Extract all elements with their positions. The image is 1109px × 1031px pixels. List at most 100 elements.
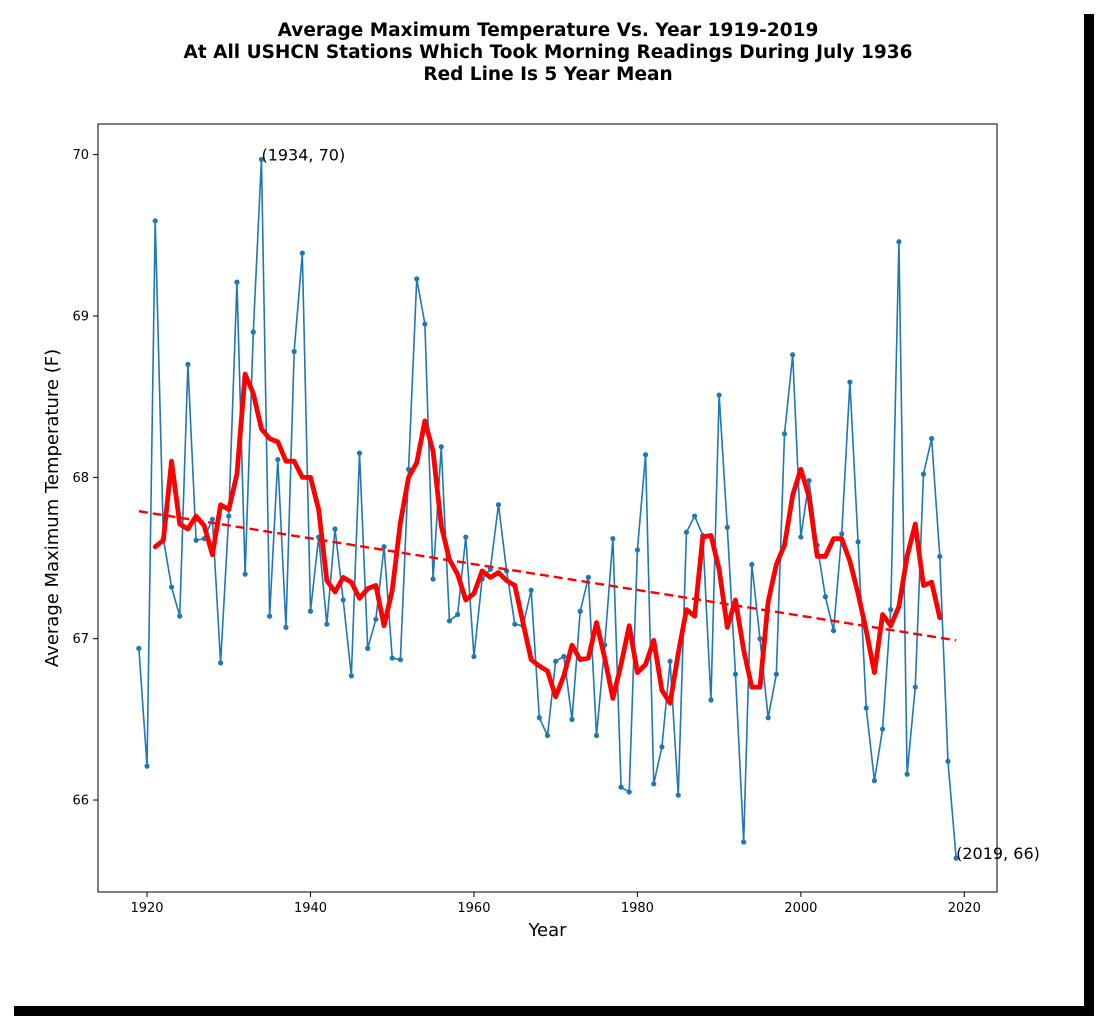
temperature-point xyxy=(397,657,403,663)
chart-title-line-3: Red Line Is 5 Year Mean xyxy=(423,64,673,85)
temperature-point xyxy=(920,471,927,477)
temperature-point xyxy=(250,329,256,335)
y-tick-label: 69 xyxy=(72,310,89,325)
temperature-point xyxy=(177,613,183,619)
temperature-point xyxy=(217,660,224,666)
temperature-point xyxy=(847,379,853,385)
temperature-point xyxy=(577,608,583,614)
x-tick-label: 1940 xyxy=(294,901,327,916)
temperature-point xyxy=(716,392,722,398)
temperature-point xyxy=(291,348,297,355)
temperature-point xyxy=(830,628,837,634)
temperature-point xyxy=(275,456,281,463)
temperature-point xyxy=(324,621,330,627)
temperature-point xyxy=(332,526,338,532)
temperature-point xyxy=(340,597,346,603)
x-tick-label: 1960 xyxy=(457,901,490,916)
temperature-point xyxy=(912,684,918,690)
temperature-point xyxy=(634,547,641,553)
point-annotation: (2019, 66) xyxy=(956,844,1040,863)
x-axis-label: Year xyxy=(527,920,567,941)
temperature-point xyxy=(544,732,551,739)
temperature-point xyxy=(863,705,869,711)
temperature-point xyxy=(757,636,763,642)
temperature-point xyxy=(929,436,935,442)
trend-line xyxy=(138,510,957,642)
temperature-point xyxy=(209,516,216,522)
x-tick-label: 1980 xyxy=(621,901,654,916)
temperature-point xyxy=(446,618,453,624)
temperature-point xyxy=(356,450,363,456)
temperature-point xyxy=(234,279,240,285)
temperature-point xyxy=(455,611,461,618)
temperature-point xyxy=(536,715,542,721)
temperature-point xyxy=(242,571,248,577)
temperature-point xyxy=(618,784,624,790)
temperature-point xyxy=(798,534,804,540)
temperature-point xyxy=(855,539,861,545)
temperature-point xyxy=(471,653,477,660)
temperature-point xyxy=(512,621,518,627)
temperature-point xyxy=(307,608,314,614)
temperature-point xyxy=(667,658,673,664)
temperature-point xyxy=(136,645,142,651)
temperature-point xyxy=(692,513,698,519)
temperature-point xyxy=(193,537,199,543)
temperature-point xyxy=(258,156,265,163)
temperature-point xyxy=(389,655,395,661)
temperature-point xyxy=(348,673,354,679)
temperature-point xyxy=(495,502,502,508)
temperature-point xyxy=(553,658,559,664)
temperature-point xyxy=(806,477,812,484)
temperature-point xyxy=(871,778,878,784)
temperature-point xyxy=(904,771,910,777)
temperature-point xyxy=(741,839,747,845)
temperature-point xyxy=(626,789,632,795)
temperature-point xyxy=(299,250,305,256)
x-tick-label: 1920 xyxy=(130,901,163,916)
five-year-mean-line xyxy=(152,371,943,706)
temperature-point xyxy=(945,758,951,764)
temperature-point xyxy=(168,584,175,590)
temperature-point xyxy=(642,452,649,458)
temperature-point xyxy=(724,524,730,530)
chart-title-line-2: At All USHCN Stations Which Took Morning… xyxy=(183,42,913,63)
temperature-point xyxy=(773,671,779,677)
temperature-point xyxy=(683,529,690,535)
y-tick-label: 68 xyxy=(72,471,89,486)
temperature-point xyxy=(593,732,600,739)
temperature-point xyxy=(430,576,436,582)
temperature-point xyxy=(953,855,959,861)
temperature-point xyxy=(144,763,150,769)
temperature-point xyxy=(569,716,575,722)
temperature-point xyxy=(226,513,232,519)
axes-frame xyxy=(97,123,998,893)
temperature-point xyxy=(675,792,681,798)
temperature-point xyxy=(708,697,714,703)
temperature-point xyxy=(381,544,387,550)
y-tick-label: 67 xyxy=(72,632,89,647)
temperature-point xyxy=(839,531,845,537)
x-tick-label: 2020 xyxy=(948,901,981,916)
temperature-point xyxy=(937,553,943,560)
temperature-point xyxy=(528,587,534,593)
y-tick-label: 70 xyxy=(72,148,89,163)
temperature-point xyxy=(610,536,616,542)
temperature-point xyxy=(414,276,420,282)
temperature-point xyxy=(185,361,191,368)
temperature-point xyxy=(283,624,289,630)
temperature-point xyxy=(438,444,444,450)
temperature-point xyxy=(365,645,371,651)
figure-frame: Average Maximum Temperature Vs. Year 191… xyxy=(4,4,1084,1006)
temperature-point xyxy=(152,218,158,224)
chart-title-line-1: Average Maximum Temperature Vs. Year 191… xyxy=(277,20,819,41)
y-tick-label: 66 xyxy=(72,794,89,809)
temperature-point xyxy=(822,594,828,600)
temperature-point xyxy=(765,715,771,721)
temperature-point xyxy=(463,534,469,540)
x-tick-label: 2000 xyxy=(784,901,817,916)
temperature-point xyxy=(267,613,273,619)
temperature-point xyxy=(790,352,796,358)
temperature-point xyxy=(659,744,665,750)
